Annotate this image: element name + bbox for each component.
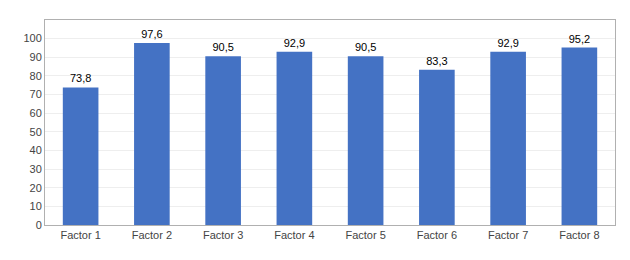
- svg-text:92,9: 92,9: [284, 37, 305, 49]
- svg-text:73,8: 73,8: [70, 72, 91, 84]
- svg-text:Factor 4: Factor 4: [274, 229, 314, 241]
- svg-text:Factor 1: Factor 1: [60, 229, 100, 241]
- svg-text:Factor 2: Factor 2: [132, 229, 172, 241]
- svg-text:0: 0: [36, 219, 42, 231]
- svg-text:10: 10: [30, 200, 42, 212]
- svg-text:60: 60: [30, 107, 42, 119]
- svg-text:100: 100: [23, 32, 41, 44]
- svg-text:90,5: 90,5: [212, 41, 233, 53]
- svg-text:70: 70: [30, 88, 42, 100]
- svg-text:83,3: 83,3: [426, 55, 447, 67]
- svg-text:95,2: 95,2: [569, 33, 590, 45]
- svg-text:Factor 3: Factor 3: [203, 229, 243, 241]
- svg-text:50: 50: [30, 126, 42, 138]
- svg-text:Factor 6: Factor 6: [417, 229, 457, 241]
- svg-text:30: 30: [30, 163, 42, 175]
- svg-text:90: 90: [30, 51, 42, 63]
- svg-text:80: 80: [30, 70, 42, 82]
- svg-text:Factor 5: Factor 5: [345, 229, 385, 241]
- svg-text:Factor 8: Factor 8: [559, 229, 599, 241]
- svg-text:40: 40: [30, 144, 42, 156]
- svg-text:90,5: 90,5: [355, 41, 376, 53]
- svg-text:92,9: 92,9: [497, 37, 518, 49]
- svg-text:Factor 7: Factor 7: [488, 229, 528, 241]
- svg-text:20: 20: [30, 182, 42, 194]
- svg-text:97,6: 97,6: [141, 28, 162, 40]
